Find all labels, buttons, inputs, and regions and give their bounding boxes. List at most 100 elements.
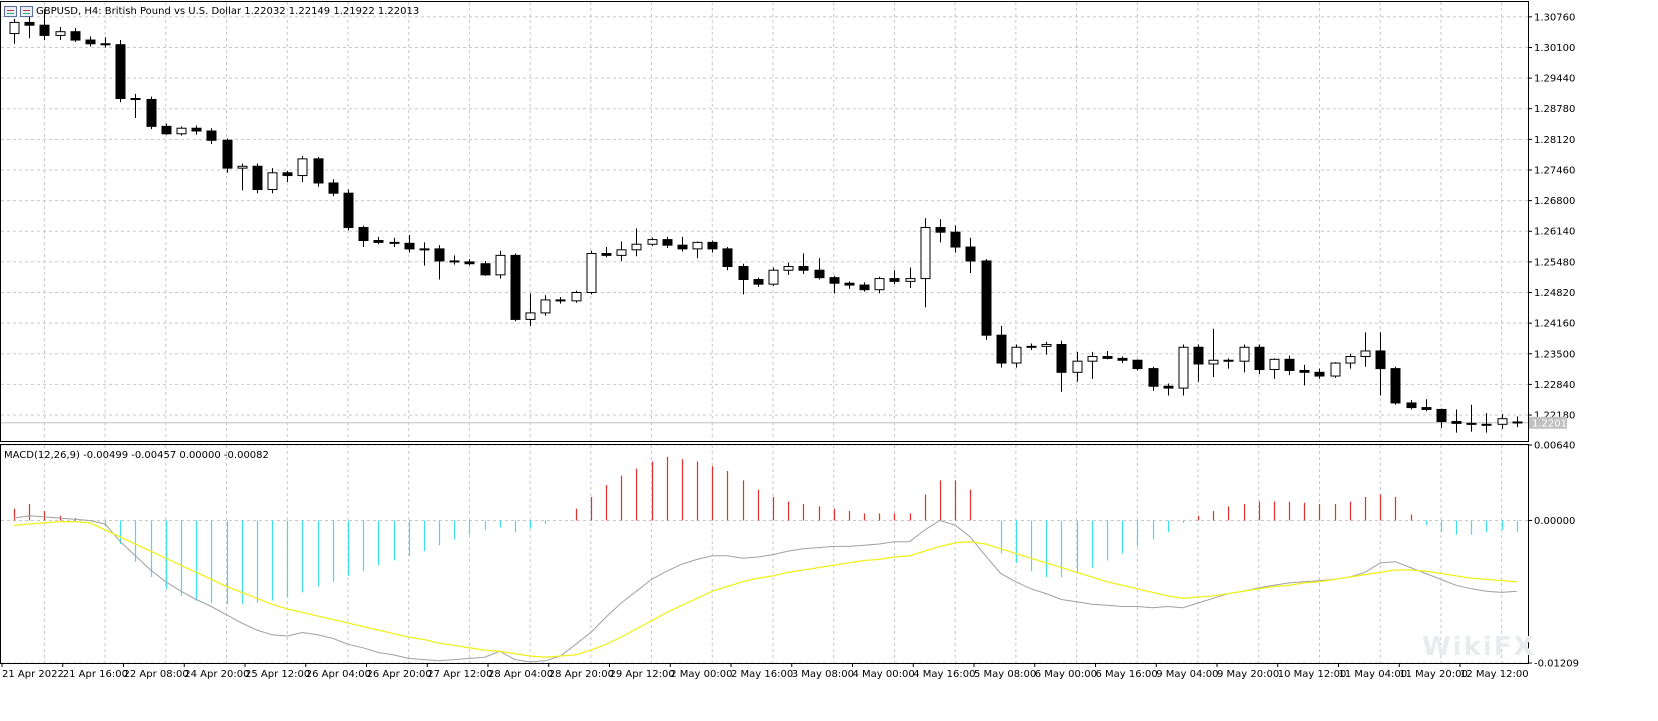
candlestick[interactable] xyxy=(920,218,931,308)
candlestick[interactable] xyxy=(1117,356,1128,364)
candlestick[interactable] xyxy=(1481,413,1492,433)
candlestick[interactable] xyxy=(1163,383,1174,396)
candlestick[interactable] xyxy=(889,270,900,285)
chart-window-icon[interactable] xyxy=(4,5,17,17)
candlestick[interactable] xyxy=(1026,343,1037,351)
candlestick[interactable] xyxy=(191,125,202,135)
candlestick[interactable] xyxy=(1421,399,1432,412)
candlestick[interactable] xyxy=(222,138,233,173)
candlestick[interactable] xyxy=(495,250,506,279)
candlestick[interactable] xyxy=(1208,328,1219,377)
candlestick[interactable] xyxy=(662,236,673,248)
candlestick[interactable] xyxy=(252,163,263,194)
candlestick[interactable] xyxy=(950,225,961,253)
candlestick[interactable] xyxy=(571,290,582,303)
candlestick[interactable] xyxy=(1451,409,1462,433)
candlestick[interactable] xyxy=(1269,358,1280,379)
candlestick[interactable] xyxy=(996,325,1007,368)
candlestick[interactable] xyxy=(1041,341,1052,355)
candlestick[interactable] xyxy=(358,225,369,248)
candlestick[interactable] xyxy=(328,179,339,196)
candlestick[interactable] xyxy=(768,267,779,287)
candlestick[interactable] xyxy=(1011,344,1022,368)
chart-menu-icon[interactable] xyxy=(20,5,33,17)
candlestick[interactable] xyxy=(510,253,521,322)
candlestick[interactable] xyxy=(1284,355,1295,376)
candlestick[interactable] xyxy=(874,276,885,294)
candlestick[interactable] xyxy=(449,255,460,265)
candlestick[interactable] xyxy=(798,253,809,274)
candlestick[interactable] xyxy=(55,27,66,41)
candlestick[interactable] xyxy=(146,96,157,130)
candlestick[interactable] xyxy=(647,237,658,247)
candlestick[interactable] xyxy=(85,36,96,47)
candlestick[interactable] xyxy=(738,263,749,295)
candlestick[interactable] xyxy=(829,275,840,294)
candlestick[interactable] xyxy=(464,259,475,266)
candlestick[interactable] xyxy=(1406,400,1417,410)
candlestick[interactable] xyxy=(1072,351,1083,382)
candlestick[interactable] xyxy=(935,219,946,243)
candlestick[interactable] xyxy=(343,189,354,231)
candlestick[interactable] xyxy=(586,250,597,295)
candlestick[interactable] xyxy=(434,245,445,280)
candlestick[interactable] xyxy=(1056,340,1067,392)
candlestick[interactable] xyxy=(1178,344,1189,396)
candlestick[interactable] xyxy=(1254,344,1265,375)
candlestick[interactable] xyxy=(677,236,688,252)
candlestick[interactable] xyxy=(1132,359,1143,371)
candlestick[interactable] xyxy=(1375,332,1386,396)
candlestick[interactable] xyxy=(9,18,20,44)
candlestick[interactable] xyxy=(905,267,916,288)
candlestick[interactable] xyxy=(1223,358,1234,369)
candlestick[interactable] xyxy=(419,242,430,266)
candlestick[interactable] xyxy=(965,237,976,274)
candlestick[interactable] xyxy=(1512,416,1523,428)
candlestick[interactable] xyxy=(404,234,415,253)
candlestick[interactable] xyxy=(783,262,794,275)
candlestick[interactable] xyxy=(115,40,126,103)
candlestick[interactable] xyxy=(389,237,400,248)
macd-pane[interactable] xyxy=(13,456,1519,663)
candlestick[interactable] xyxy=(1087,351,1098,379)
candlestick[interactable] xyxy=(100,37,111,48)
candlestick[interactable] xyxy=(601,247,612,258)
candlestick[interactable] xyxy=(1436,408,1447,429)
candlestick[interactable] xyxy=(981,259,992,340)
candlestick[interactable] xyxy=(480,260,491,276)
candlestick[interactable] xyxy=(1466,404,1477,432)
candlestick[interactable] xyxy=(282,170,293,183)
candlestick[interactable] xyxy=(206,128,217,145)
candlestick[interactable] xyxy=(525,293,536,326)
candlestick[interactable] xyxy=(1330,362,1341,378)
candlestick[interactable] xyxy=(1390,366,1401,405)
candlestick[interactable] xyxy=(1239,344,1250,373)
candlestick[interactable] xyxy=(373,236,384,245)
candlestick[interactable] xyxy=(1299,364,1310,386)
candlestick[interactable] xyxy=(1314,368,1325,379)
candlestick[interactable] xyxy=(297,156,308,183)
candlestick[interactable] xyxy=(237,163,248,191)
candlestick[interactable] xyxy=(692,241,703,259)
candlestick[interactable] xyxy=(555,297,566,304)
candlestick[interactable] xyxy=(859,282,870,292)
candlestick[interactable] xyxy=(540,295,551,316)
candlestick[interactable] xyxy=(753,277,764,287)
candlestick[interactable] xyxy=(1193,344,1204,382)
candlestick[interactable] xyxy=(1360,332,1371,367)
candlestick[interactable] xyxy=(1497,414,1508,429)
candlestick[interactable] xyxy=(844,281,855,289)
candlestick[interactable] xyxy=(176,126,187,136)
price-pane[interactable] xyxy=(1,9,1528,433)
candlestick[interactable] xyxy=(130,93,141,119)
candlestick[interactable] xyxy=(1148,366,1159,391)
candlestick[interactable] xyxy=(70,27,81,42)
candlestick[interactable] xyxy=(161,123,172,135)
candlestick[interactable] xyxy=(1102,350,1113,360)
candlestick[interactable] xyxy=(722,247,733,271)
candlestick[interactable] xyxy=(707,240,718,253)
candlestick[interactable] xyxy=(631,228,642,257)
candlestick[interactable] xyxy=(1345,353,1356,369)
candlestick[interactable] xyxy=(616,241,627,261)
